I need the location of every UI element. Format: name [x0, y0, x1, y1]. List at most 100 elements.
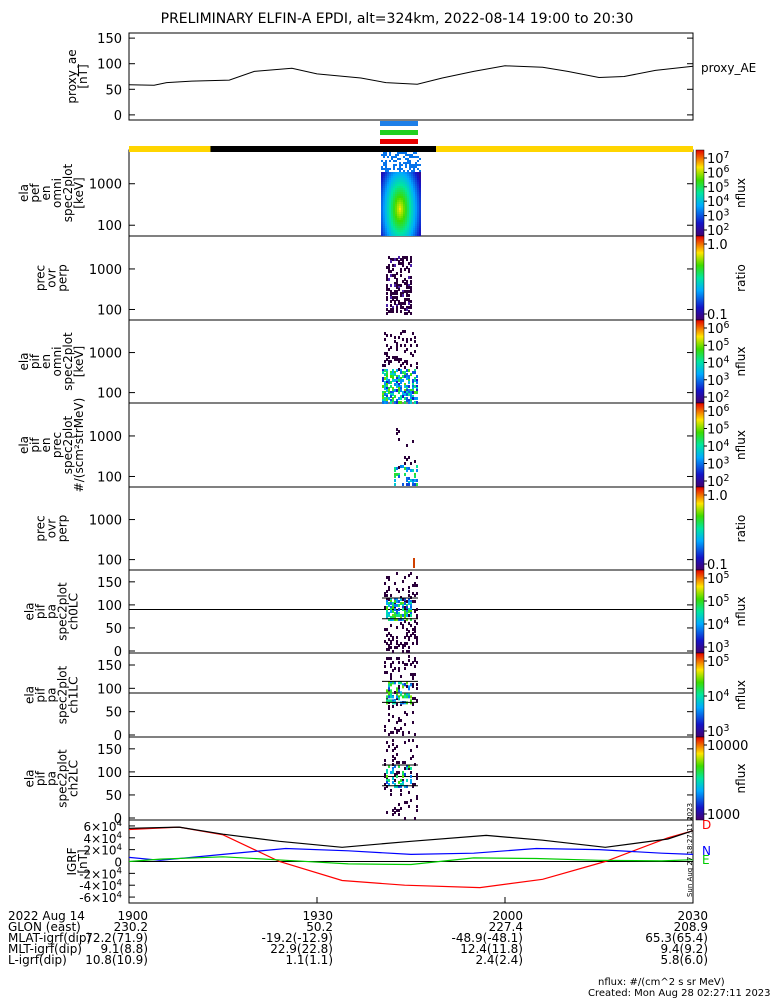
spectrogram-pixel	[384, 383, 386, 386]
spectrogram-pixel	[406, 458, 408, 461]
spectrogram-pixel	[408, 693, 410, 697]
spectrogram-pixel	[413, 226, 415, 228]
spectrogram-pixel	[388, 268, 390, 271]
spectrogram-pixel	[400, 304, 402, 307]
spectrogram-pixel	[405, 196, 407, 198]
spectrogram-pixel	[410, 601, 412, 605]
spectrogram-pixel	[390, 381, 392, 384]
spectrogram-pixel	[394, 258, 396, 261]
spectrogram-pixel	[386, 304, 388, 307]
spectrogram-pixel	[398, 430, 400, 433]
spectrogram-pixel	[408, 389, 410, 392]
spectrogram-pixel	[404, 290, 406, 293]
colorbar-tick-label: 103	[707, 455, 730, 472]
spectrogram-pixel	[398, 466, 400, 469]
spectrogram-pixel	[417, 156, 419, 158]
spectrogram-pixel	[415, 210, 417, 212]
spectrogram-pixel	[405, 178, 407, 180]
spectrogram-pixel	[413, 176, 415, 178]
spectrogram-pixel	[402, 260, 404, 263]
spectrogram-pixel	[381, 182, 383, 184]
legend-d: D	[702, 818, 711, 832]
spectrogram-pixel	[398, 383, 400, 386]
spectrogram-pixel	[396, 693, 398, 697]
spectrogram-pixel	[387, 182, 389, 184]
chart-title: PRELIMINARY ELFIN-A EPDI, alt=324km, 202…	[161, 11, 634, 27]
series-label-proxy-ae: proxy_AE	[701, 61, 756, 75]
spectrogram-pixel	[389, 224, 391, 226]
spectrogram-pixel	[396, 296, 398, 299]
spectrogram-pixel	[393, 176, 395, 178]
spectrogram-pixel	[416, 344, 418, 347]
spectrogram-pixel	[409, 214, 411, 216]
spectrogram-pixel	[385, 202, 387, 204]
spectrogram-pixel	[398, 375, 400, 378]
spectrogram-pixel	[392, 770, 394, 774]
spectrogram-pixel	[406, 801, 408, 804]
spectrogram-pixel	[386, 642, 388, 645]
spectrogram-pixel	[381, 180, 383, 182]
spectrogram-pixel	[406, 373, 408, 376]
spectrogram-pixel	[385, 172, 387, 174]
spectrogram-pixel	[396, 761, 398, 764]
spectrogram-pixel	[384, 783, 386, 786]
spectrogram-pixel	[419, 216, 421, 218]
spectrogram-pixel	[413, 156, 415, 158]
spectrogram-pixel	[410, 634, 412, 637]
spectrogram-pixel	[406, 266, 408, 269]
info-cell: -48.9(-48.1)	[451, 931, 523, 945]
spectrogram-pixel	[404, 308, 406, 311]
y-axis-label: ovr	[45, 268, 59, 287]
sunlight-bar	[436, 146, 693, 152]
spectrogram-pixel	[406, 784, 408, 788]
spectrogram-pixel	[392, 603, 394, 607]
spectrogram-pixel	[408, 622, 410, 625]
spectrogram-pixel	[389, 194, 391, 196]
spectrogram-pixel	[411, 222, 413, 224]
spectrogram-pixel	[385, 228, 387, 230]
spectrogram-pixel	[403, 234, 405, 236]
spectrogram-pixel	[406, 340, 408, 343]
spectrogram-pixel	[405, 172, 407, 174]
spectrogram-pixel	[384, 640, 386, 643]
spectrogram-pixel	[385, 208, 387, 210]
spectrogram-pixel	[385, 196, 387, 198]
spectrogram-pixel	[394, 358, 396, 361]
spectrogram-pixel	[392, 308, 394, 311]
spectrogram-pixel	[383, 182, 385, 184]
spectrogram-pixel	[396, 695, 398, 699]
spectrogram-pixel	[390, 594, 392, 597]
spectrogram-pixel	[404, 642, 406, 645]
spectrogram-pixel	[400, 675, 402, 678]
spectrogram-pixel	[406, 362, 408, 365]
spectrogram-pixel	[401, 168, 403, 170]
spectrogram-pixel	[395, 196, 397, 198]
spectrogram-pixel	[407, 174, 409, 176]
spectrogram-pixel	[394, 340, 396, 343]
spectrogram-pixel	[390, 689, 392, 693]
spectrogram-pixel	[416, 366, 418, 369]
spectrogram-pixel	[390, 385, 392, 388]
spectrogram-pixel	[398, 603, 400, 607]
spectrogram-pixel	[397, 228, 399, 230]
colorbar-tick-label: 103	[707, 207, 730, 224]
spectrogram-pixel	[396, 381, 398, 384]
spectrogram-pixel	[395, 176, 397, 178]
spectrogram-pixel	[405, 228, 407, 230]
spectrogram-pixel	[408, 731, 410, 734]
spectrogram-pixel	[406, 377, 408, 380]
spectrogram-pixel	[411, 154, 413, 156]
spectrogram-pixel	[386, 689, 388, 693]
spectrogram-pixel	[419, 186, 421, 188]
spectrogram-pixel	[389, 186, 391, 188]
spectrogram-pixel	[398, 256, 400, 259]
spectrogram-pixel	[396, 636, 398, 639]
spectrogram-pixel	[409, 224, 411, 226]
spectrogram-pixel	[391, 212, 393, 214]
spectrogram-pixel	[392, 258, 394, 261]
spectrogram-pixel	[392, 780, 394, 784]
spectrogram-pixel	[390, 640, 392, 643]
spectrogram-pixel	[388, 693, 390, 697]
spectrogram-pixel	[406, 479, 408, 482]
spectrogram-pixel	[410, 663, 412, 666]
